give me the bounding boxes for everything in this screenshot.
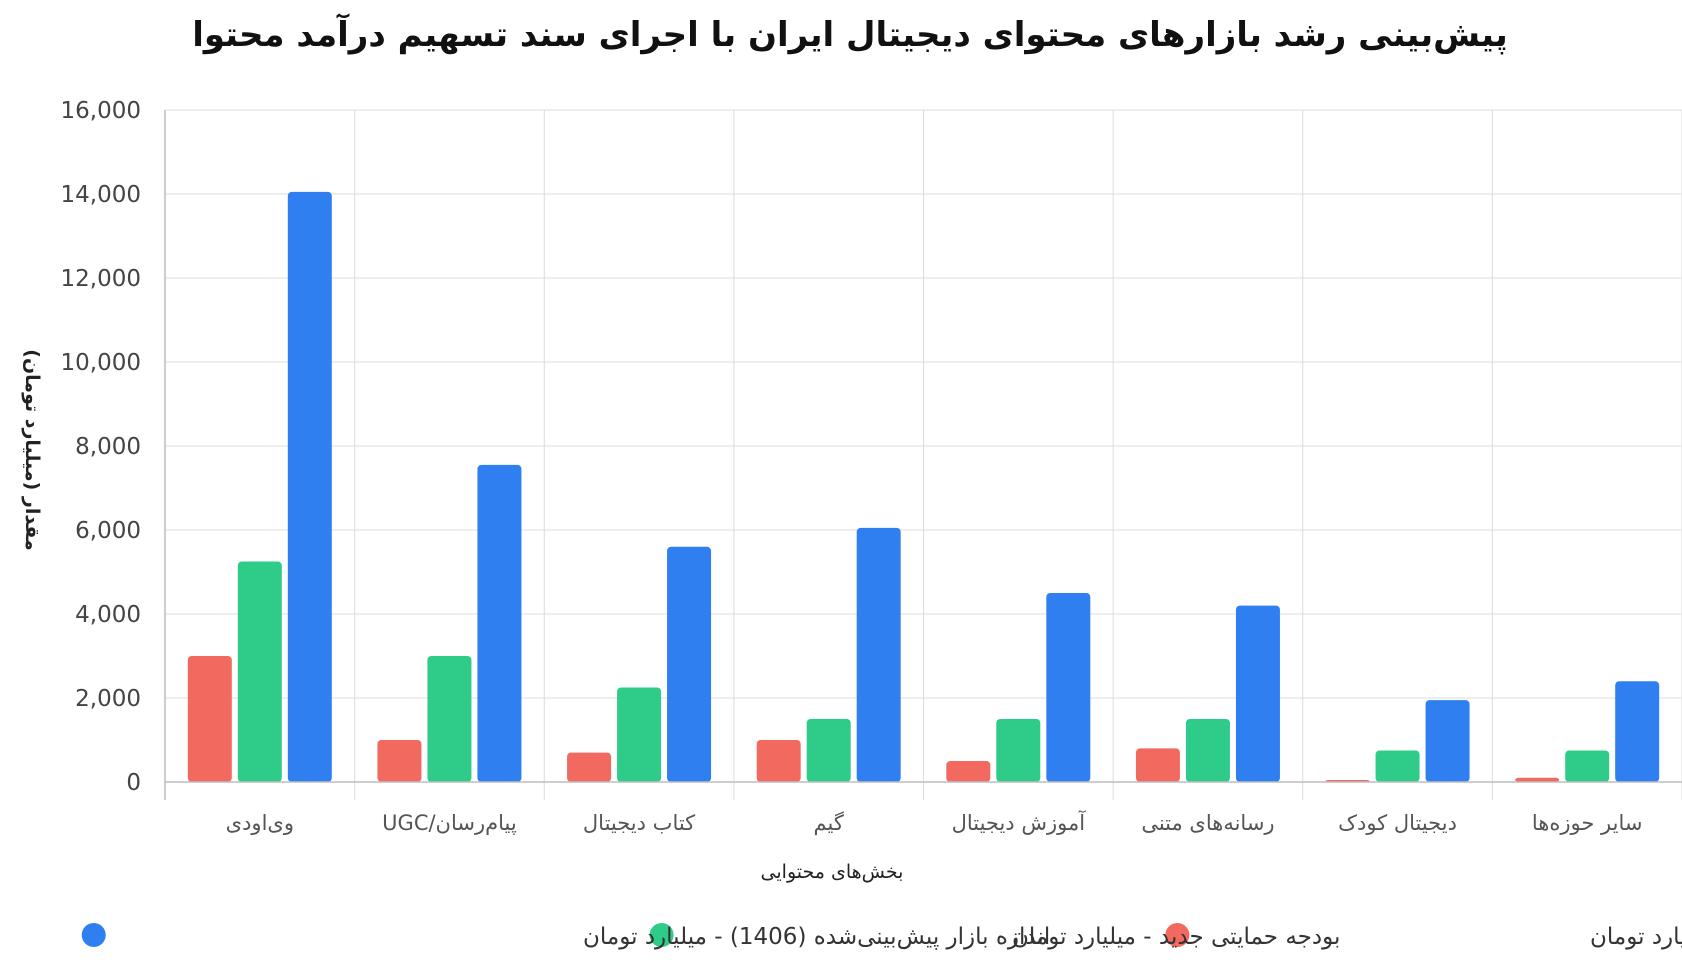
x-tick-label: سایر حوزه‌ها: [1532, 811, 1643, 835]
bar-series-2: [1565, 750, 1610, 782]
legend-swatch: [649, 923, 674, 947]
x-tick-label: آموزش دیجیتال: [952, 810, 1087, 835]
bar-series-3: [287, 191, 332, 782]
bar-layer: [187, 191, 1660, 782]
bar-series-2: [996, 719, 1041, 782]
bar-series-1: [187, 656, 232, 782]
y-tick-label: 4,000: [75, 602, 141, 628]
bar-series-3: [1046, 593, 1091, 782]
bar-series-3: [856, 527, 901, 782]
x-tick-label: کتاب دیجیتال: [583, 811, 695, 835]
x-tick-label: دیجیتال کودک: [1338, 811, 1457, 835]
legend-label: اندازه بازار پیش‌بینی‌شده (1406) - میلیا…: [583, 924, 1050, 950]
bar-series-2: [1375, 750, 1420, 782]
y-tick-label: 0: [126, 770, 141, 796]
y-tick-label: 12,000: [61, 266, 141, 292]
axis-layer: 0 2,000 4,000 6,000 8,000 10,000 12,000 14,000 1…: [61, 98, 1682, 836]
bar-series-3: [1235, 605, 1280, 782]
bar-series-1: [756, 740, 801, 782]
x-tick-label: گیم: [814, 811, 844, 836]
legend-item: بودجه حمایتی جدید - میلیارد تومان: [649, 923, 1340, 950]
bar-series-2: [1185, 719, 1230, 782]
bar-series-1: [567, 752, 612, 782]
y-tick-label: 10,000: [61, 350, 141, 376]
bar-series-2: [617, 687, 662, 782]
x-tick-label: وی‌اودی: [226, 811, 294, 835]
bar-series-3: [1615, 681, 1660, 782]
bar-series-2: [237, 561, 282, 782]
legend-item: اندازه بازار پیش‌بینی‌شده (1406) - میلیا…: [81, 923, 1050, 950]
legend-swatch: [81, 923, 106, 947]
x-axis-label: بخش‌های محتوایی: [761, 861, 904, 883]
bar-series-1: [377, 740, 422, 782]
x-tick-label: پیام‌رسان/UGC: [382, 811, 517, 835]
legend: اندازه بازار فعلی (1404) - میلیارد تومان…: [81, 923, 1682, 950]
bar-series-3: [477, 464, 522, 782]
grid-layer: [164, 109, 1682, 800]
chart-title: پیش‌بینی رشد بازارهای محتوای دیجیتال ایر…: [192, 13, 1508, 55]
bar-series-3: [667, 546, 712, 782]
y-axis-label: مقدار (میلیارد تومان): [21, 349, 43, 550]
bar-series-2: [427, 656, 472, 782]
bar-series-1: [1515, 777, 1560, 782]
legend-label: اندازه بازار فعلی (1404) - میلیارد تومان: [1590, 924, 1682, 950]
bar-series-1: [946, 761, 991, 782]
legend-item: اندازه بازار فعلی (1404) - میلیارد تومان: [1165, 923, 1682, 950]
legend-label: بودجه حمایتی جدید - میلیارد تومان: [1012, 924, 1340, 950]
bar-series-1: [1135, 748, 1180, 782]
y-tick-label: 8,000: [75, 434, 141, 460]
y-tick-label: 14,000: [61, 182, 141, 208]
y-tick-label: 16,000: [61, 98, 141, 124]
x-tick-label: رسانه‌های متنی: [1141, 811, 1274, 835]
y-tick-label: 6,000: [75, 518, 141, 544]
y-tick-label: 2,000: [75, 686, 141, 712]
legend-swatch: [1165, 923, 1190, 947]
bar-series-3: [1425, 700, 1470, 782]
bar-series-2: [806, 719, 851, 782]
